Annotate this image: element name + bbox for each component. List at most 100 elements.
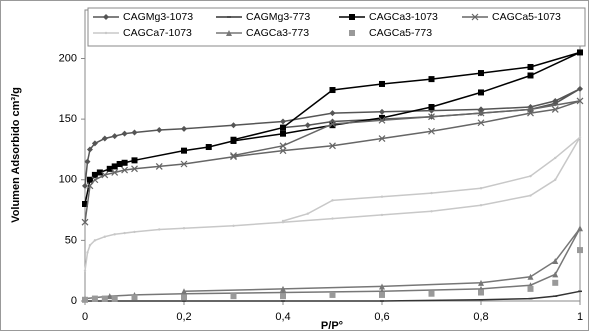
marker bbox=[578, 136, 582, 139]
marker bbox=[91, 140, 98, 147]
marker bbox=[131, 157, 138, 164]
marker bbox=[329, 122, 336, 129]
marker bbox=[329, 142, 336, 150]
marker bbox=[577, 49, 583, 56]
marker bbox=[329, 110, 336, 117]
marker bbox=[554, 156, 557, 160]
marker bbox=[131, 129, 138, 136]
marker bbox=[527, 106, 534, 113]
marker bbox=[379, 80, 385, 87]
y-tick-label: 100 bbox=[59, 174, 77, 186]
x-tick-label: 0,6 bbox=[374, 311, 389, 323]
marker bbox=[103, 235, 107, 238]
marker bbox=[111, 295, 118, 302]
marker bbox=[428, 104, 435, 110]
marker bbox=[88, 244, 92, 247]
marker bbox=[133, 230, 136, 234]
marker bbox=[156, 127, 163, 134]
legend-label: CAGCa7-1073 bbox=[123, 27, 192, 39]
legend-label: CAGCa5-773 bbox=[369, 27, 432, 39]
marker bbox=[83, 269, 87, 272]
marker bbox=[86, 146, 93, 153]
marker bbox=[101, 135, 108, 142]
marker bbox=[82, 296, 88, 303]
x-tick-label: 1 bbox=[577, 311, 583, 323]
marker bbox=[81, 218, 89, 226]
marker bbox=[552, 279, 559, 286]
marker bbox=[121, 166, 129, 174]
marker bbox=[306, 212, 309, 215]
marker bbox=[230, 136, 237, 143]
series bbox=[82, 247, 583, 303]
marker bbox=[379, 283, 385, 290]
marker bbox=[331, 199, 334, 202]
marker bbox=[379, 108, 385, 115]
marker bbox=[158, 228, 161, 231]
legend-label: CAGMg3-1073 bbox=[123, 11, 193, 23]
series bbox=[81, 97, 584, 226]
marker bbox=[529, 194, 532, 197]
marker bbox=[230, 122, 237, 129]
marker bbox=[378, 135, 386, 142]
marker bbox=[329, 291, 336, 298]
marker bbox=[380, 195, 384, 198]
legend-marker bbox=[226, 30, 232, 36]
marker bbox=[232, 224, 235, 228]
marker bbox=[113, 233, 116, 236]
marker bbox=[86, 251, 89, 254]
series-line bbox=[85, 290, 581, 302]
marker bbox=[478, 279, 484, 286]
marker bbox=[329, 120, 336, 128]
marker bbox=[280, 124, 286, 131]
marker bbox=[279, 142, 287, 150]
marker bbox=[577, 85, 583, 92]
marker bbox=[527, 63, 534, 70]
legend-marker bbox=[471, 13, 479, 21]
marker bbox=[477, 119, 485, 127]
marker bbox=[93, 239, 97, 242]
marker bbox=[121, 159, 128, 166]
marker bbox=[527, 72, 534, 79]
legend-marker bbox=[349, 30, 355, 36]
marker bbox=[478, 89, 484, 96]
marker bbox=[379, 114, 385, 121]
marker bbox=[155, 162, 163, 170]
legend-label: CAGCa3-1073 bbox=[369, 11, 438, 23]
marker bbox=[230, 152, 237, 159]
marker bbox=[380, 213, 384, 217]
x-tick-label: 0,2 bbox=[176, 311, 191, 323]
marker bbox=[551, 106, 559, 113]
marker bbox=[181, 125, 187, 132]
series bbox=[83, 136, 582, 272]
marker bbox=[180, 160, 188, 168]
marker bbox=[379, 291, 385, 298]
marker bbox=[527, 285, 534, 292]
x-tick-label: 0,8 bbox=[473, 311, 488, 323]
series bbox=[82, 49, 583, 207]
marker bbox=[554, 178, 557, 181]
marker bbox=[280, 118, 286, 125]
marker bbox=[430, 210, 433, 213]
y-tick-label: 150 bbox=[59, 113, 77, 125]
marker bbox=[428, 290, 435, 297]
marker bbox=[479, 204, 483, 207]
legend-marker bbox=[103, 14, 109, 20]
marker bbox=[378, 116, 386, 124]
marker bbox=[205, 144, 212, 151]
marker bbox=[479, 187, 483, 190]
y-tick-label: 200 bbox=[59, 52, 77, 64]
marker bbox=[552, 271, 559, 278]
marker bbox=[181, 147, 187, 154]
marker bbox=[116, 160, 123, 167]
marker bbox=[82, 201, 88, 207]
y-axis-title: Volumen Adsorbido cm³/g bbox=[10, 87, 22, 223]
marker bbox=[529, 174, 532, 178]
marker bbox=[577, 247, 583, 254]
marker bbox=[304, 122, 311, 129]
marker bbox=[82, 182, 88, 189]
x-axis-title: P/P° bbox=[321, 320, 343, 331]
legend-label: CAGCa5-1073 bbox=[492, 11, 561, 23]
marker bbox=[101, 171, 109, 179]
marker bbox=[527, 273, 534, 280]
